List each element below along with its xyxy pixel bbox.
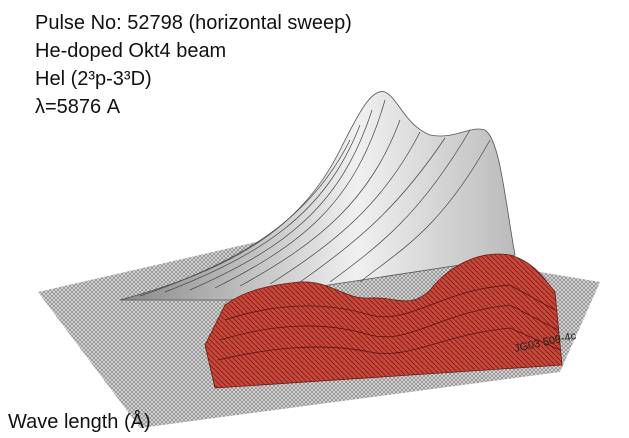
- axis-label: Wave length (Å): [8, 410, 151, 433]
- surface: [38, 91, 600, 428]
- header-line: Pulse No: 52798 (horizontal sweep): [35, 12, 352, 34]
- header-line: He-doped Okt4 beam: [35, 40, 226, 62]
- mesh-lines: [139, 99, 491, 297]
- header-line: Hel (2³p-3³D): [35, 68, 152, 90]
- header-line: λ=5876 A: [35, 96, 121, 118]
- red-ridges: [217, 284, 561, 361]
- red-band: [204, 253, 563, 389]
